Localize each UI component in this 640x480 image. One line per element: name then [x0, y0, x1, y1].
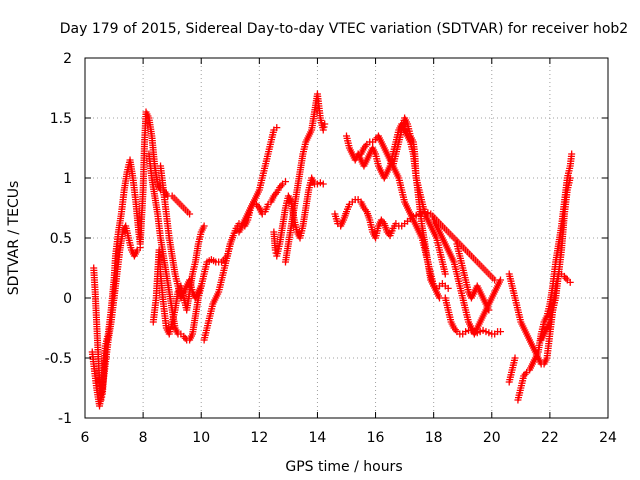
axis-ticks [84, 57, 609, 419]
x-tick-label: 12 [250, 430, 268, 446]
y-tick-label: 0.5 [50, 231, 72, 247]
satellite-track-i [281, 90, 329, 266]
data-point-marker [186, 210, 194, 218]
data-point-marker [568, 150, 576, 158]
data-marks [88, 90, 576, 410]
data-point-marker [566, 278, 574, 286]
satellite-track-h [270, 174, 327, 260]
x-tick-label: 22 [541, 430, 559, 446]
y-tick-label: -0.5 [45, 351, 72, 367]
satellite-track-g [235, 124, 281, 236]
data-point-marker [197, 282, 205, 290]
satellite-track-o [441, 294, 504, 338]
data-point-marker [496, 328, 504, 336]
data-point-marker [485, 306, 493, 314]
data-point-marker [321, 120, 329, 128]
satellite-track-q [505, 354, 519, 386]
x-tick-label: 18 [425, 430, 443, 446]
data-point-marker [511, 354, 519, 362]
x-tick-label: 6 [81, 430, 90, 446]
satellite-track-d [149, 222, 208, 338]
data-point-marker [320, 123, 328, 131]
chart-title: Day 179 of 2015, Sidereal Day-to-day VTE… [60, 21, 628, 37]
y-tick-label: 1.5 [50, 111, 72, 127]
data-point-marker [319, 126, 327, 134]
y-tick-label: -1 [58, 411, 72, 427]
satellite-track-j [331, 196, 499, 284]
x-tick-label: 16 [367, 430, 385, 446]
x-tick-label: 10 [192, 430, 210, 446]
x-axis-title: GPS time / hours [285, 459, 402, 475]
satellite-track-b [88, 222, 144, 410]
y-tick-label: 0 [63, 291, 72, 307]
y-tick-label: 2 [63, 51, 72, 67]
satellite-track-m [389, 114, 449, 278]
data-point-marker [200, 222, 208, 230]
x-tick-label: 14 [309, 430, 327, 446]
data-point-marker [136, 244, 144, 252]
data-point-marker [496, 276, 504, 284]
satellite-track-p [453, 240, 493, 314]
data-point-marker [444, 284, 452, 292]
data-point-marker [319, 180, 327, 188]
data-point-marker [281, 178, 289, 186]
y-axis-title: SDTVAR / TECUs [6, 181, 22, 296]
data-point-marker [441, 270, 449, 278]
x-tick-label: 24 [599, 430, 617, 446]
tick-labels: 6 8 10 12 14 16 18 20 22 24 -1 -0.5 0 0.5 1 1.5 2 [45, 51, 617, 446]
y-tick-label: 1 [63, 171, 72, 187]
satellite-track-e [157, 162, 205, 302]
x-tick-label: 8 [139, 430, 148, 446]
data-point-marker [566, 174, 574, 182]
data-point-marker [273, 124, 281, 132]
x-tick-label: 20 [483, 430, 501, 446]
satellite-track-n [430, 216, 504, 338]
satellite-track-t [537, 174, 574, 344]
